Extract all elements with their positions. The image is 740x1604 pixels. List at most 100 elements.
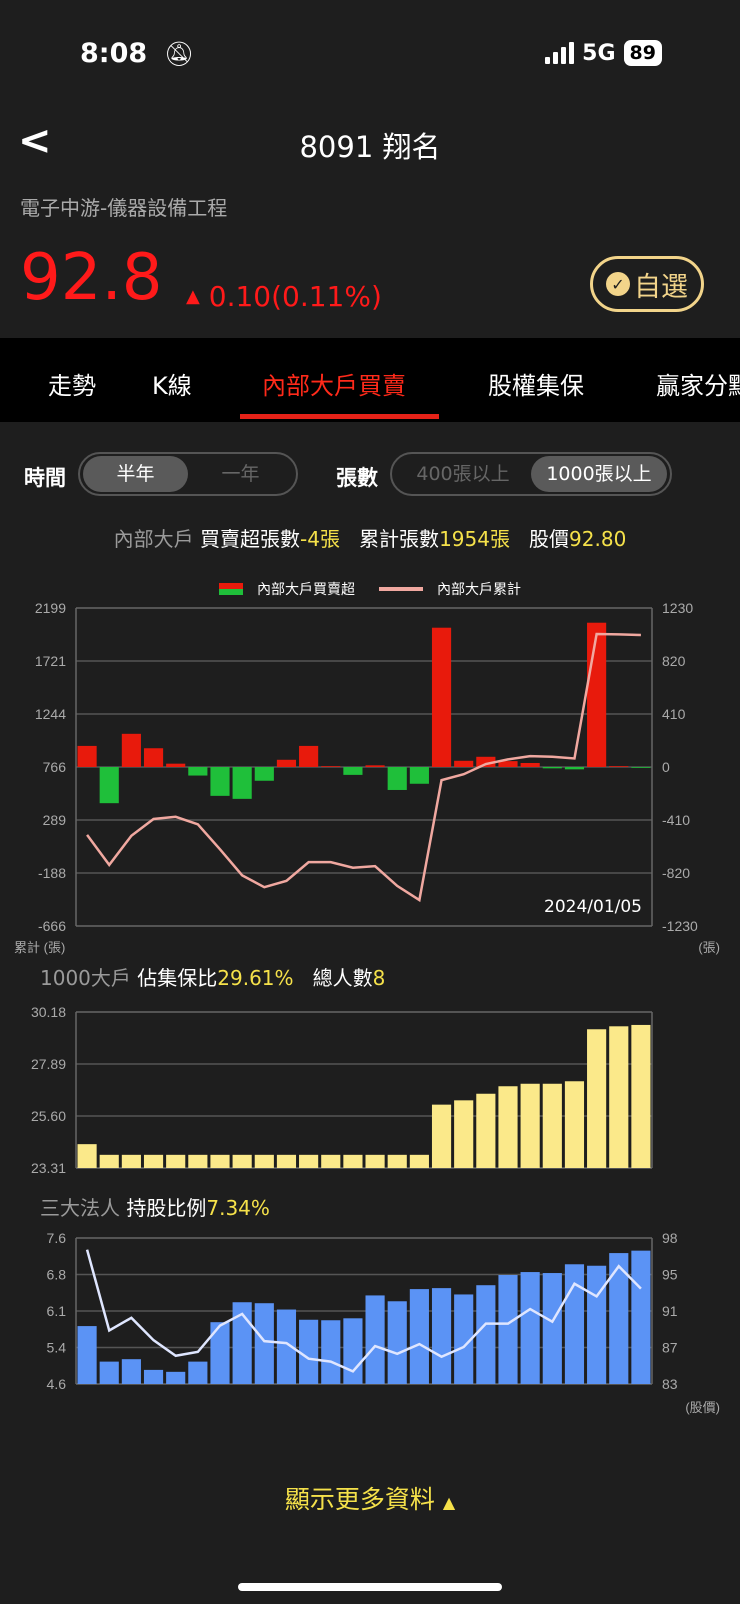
tab-shareholding[interactable]: 股權集保 xyxy=(488,372,584,400)
count-option-400[interactable]: 400張以上 xyxy=(416,463,510,485)
time-option-one-year[interactable]: 一年 xyxy=(221,463,260,485)
institution-prefix: 三大法人 xyxy=(40,1196,120,1220)
institution-bar xyxy=(99,1361,119,1384)
right-tick-label: 98 xyxy=(662,1230,678,1246)
institution-bar xyxy=(343,1318,363,1384)
institution-bar xyxy=(564,1264,585,1384)
net-bar xyxy=(387,767,407,790)
net-bar xyxy=(121,733,141,767)
net-label: 買賣超張數 xyxy=(200,527,301,551)
show-more-button[interactable]: 顯示更多資料 ▲ xyxy=(0,1480,740,1516)
tab-winners[interactable]: 贏家分點 xyxy=(656,372,740,400)
tab-kline[interactable]: K線 xyxy=(152,372,192,400)
count-segment: 400張以上 1000張以上 xyxy=(390,452,672,496)
holder-bar xyxy=(476,1093,496,1168)
holder-count-label: 總人數 xyxy=(312,966,373,990)
signal-icon xyxy=(545,42,575,64)
net-bar xyxy=(365,765,385,767)
net-bar xyxy=(254,767,274,781)
institution-bar xyxy=(609,1253,629,1384)
institution-bar xyxy=(121,1359,141,1384)
holder-bar xyxy=(210,1154,230,1168)
holder-bar xyxy=(276,1154,297,1168)
bell-slash-icon: 🔕︎ xyxy=(164,40,195,68)
holder-bar xyxy=(409,1154,429,1168)
right-tick-label: -1230 xyxy=(662,918,698,934)
net-bar xyxy=(564,767,585,770)
holder-ratio-value: 29.61% xyxy=(217,966,294,990)
cumulative-line xyxy=(86,632,641,903)
institution-bar xyxy=(143,1369,164,1384)
chart-legend: 內部大戶買賣超 內部大戶累計 xyxy=(0,579,740,599)
home-indicator[interactable] xyxy=(238,1583,502,1591)
holder-bar xyxy=(188,1154,208,1168)
institution-chart: 7.6 98 6.8 95 6.1 91 5.4 87 4.6 83 (股價) xyxy=(47,1230,720,1415)
holder-bar xyxy=(299,1154,319,1168)
institution-bar xyxy=(166,1371,186,1384)
net-bar xyxy=(409,767,429,784)
institution-title: 三大法人 持股比例7.34% xyxy=(40,1196,270,1220)
holder-bar xyxy=(121,1154,141,1168)
cum-value: 1954張 xyxy=(439,527,510,551)
holder-bar xyxy=(520,1083,540,1168)
legend-label-bars: 內部大戶買賣超 xyxy=(257,582,355,598)
insider-summary: 內部大戶 買賣超張數-4張 累計張數1954張 股價92.80 xyxy=(0,523,740,552)
net-bar xyxy=(631,767,651,768)
change-value: 0.10(0.11%) xyxy=(208,280,382,313)
net-bar xyxy=(188,767,208,776)
holder-bar xyxy=(321,1154,341,1168)
count-option-1000[interactable]: 1000張以上 xyxy=(531,456,667,492)
time-segment: 半年 一年 xyxy=(78,452,298,496)
institution-bar xyxy=(520,1272,540,1384)
left-tick-label: 289 xyxy=(43,812,67,828)
price-value: 92.80 xyxy=(569,527,627,551)
show-more-label: 顯示更多資料 xyxy=(284,1485,435,1514)
institution-bar xyxy=(409,1289,429,1384)
institution-bar xyxy=(321,1320,341,1384)
net-bar xyxy=(276,759,297,767)
left-tick-label: 4.6 xyxy=(47,1376,67,1392)
right-tick-label: 91 xyxy=(662,1303,678,1319)
right-tick-label: 410 xyxy=(662,706,686,722)
holder-bar xyxy=(143,1154,164,1168)
holder-bar xyxy=(166,1154,186,1168)
right-unit-label: (張) xyxy=(698,940,720,955)
net-bar xyxy=(299,745,319,767)
tab-trend[interactable]: 走勢 xyxy=(48,372,96,400)
up-arrow-icon: ▲ xyxy=(186,286,200,307)
tab-bar: 走勢 K線 內部大戶買賣 股權集保 贏家分點 xyxy=(0,338,740,422)
holder-ratio-label: 佔集保比 xyxy=(137,966,218,990)
legend-swatch-line xyxy=(379,587,423,591)
network-label: 5G xyxy=(582,40,616,66)
institution-bar xyxy=(254,1303,274,1384)
active-tab-indicator xyxy=(240,414,439,419)
holder-bar xyxy=(387,1154,407,1168)
net-bar xyxy=(77,745,97,767)
legend-swatch-bars xyxy=(219,583,243,595)
net-bar xyxy=(476,756,496,767)
institution-bar xyxy=(188,1361,208,1384)
battery-icon: 89 xyxy=(623,40,662,66)
holder-count-value: 8 xyxy=(372,966,386,990)
price-line xyxy=(85,1249,642,1373)
holder-bar xyxy=(232,1154,252,1168)
institution-bar xyxy=(454,1294,474,1384)
favorite-button[interactable]: ✓ 自選 xyxy=(590,256,704,312)
institution-bar xyxy=(587,1265,607,1384)
industry-label: 電子中游-儀器設備工程 xyxy=(20,196,228,220)
left-tick-label: -666 xyxy=(38,918,66,934)
holder-prefix: 1000大戶 xyxy=(40,966,131,990)
net-bar xyxy=(321,766,341,767)
time-option-half-year[interactable]: 半年 xyxy=(83,456,188,492)
net-bar xyxy=(454,760,474,767)
chevron-left-icon[interactable]: < xyxy=(18,118,52,164)
holder-bar xyxy=(587,1029,607,1168)
right-tick-label: -820 xyxy=(662,865,690,881)
holder-bar xyxy=(631,1024,651,1168)
institution-bar xyxy=(276,1309,297,1384)
holder-bar xyxy=(498,1086,518,1168)
institution-ratio-label: 持股比例 xyxy=(126,1196,207,1220)
tab-insider[interactable]: 內部大戶買賣 xyxy=(262,372,406,400)
net-bar xyxy=(587,622,607,767)
favorite-label: 自選 xyxy=(634,271,688,303)
